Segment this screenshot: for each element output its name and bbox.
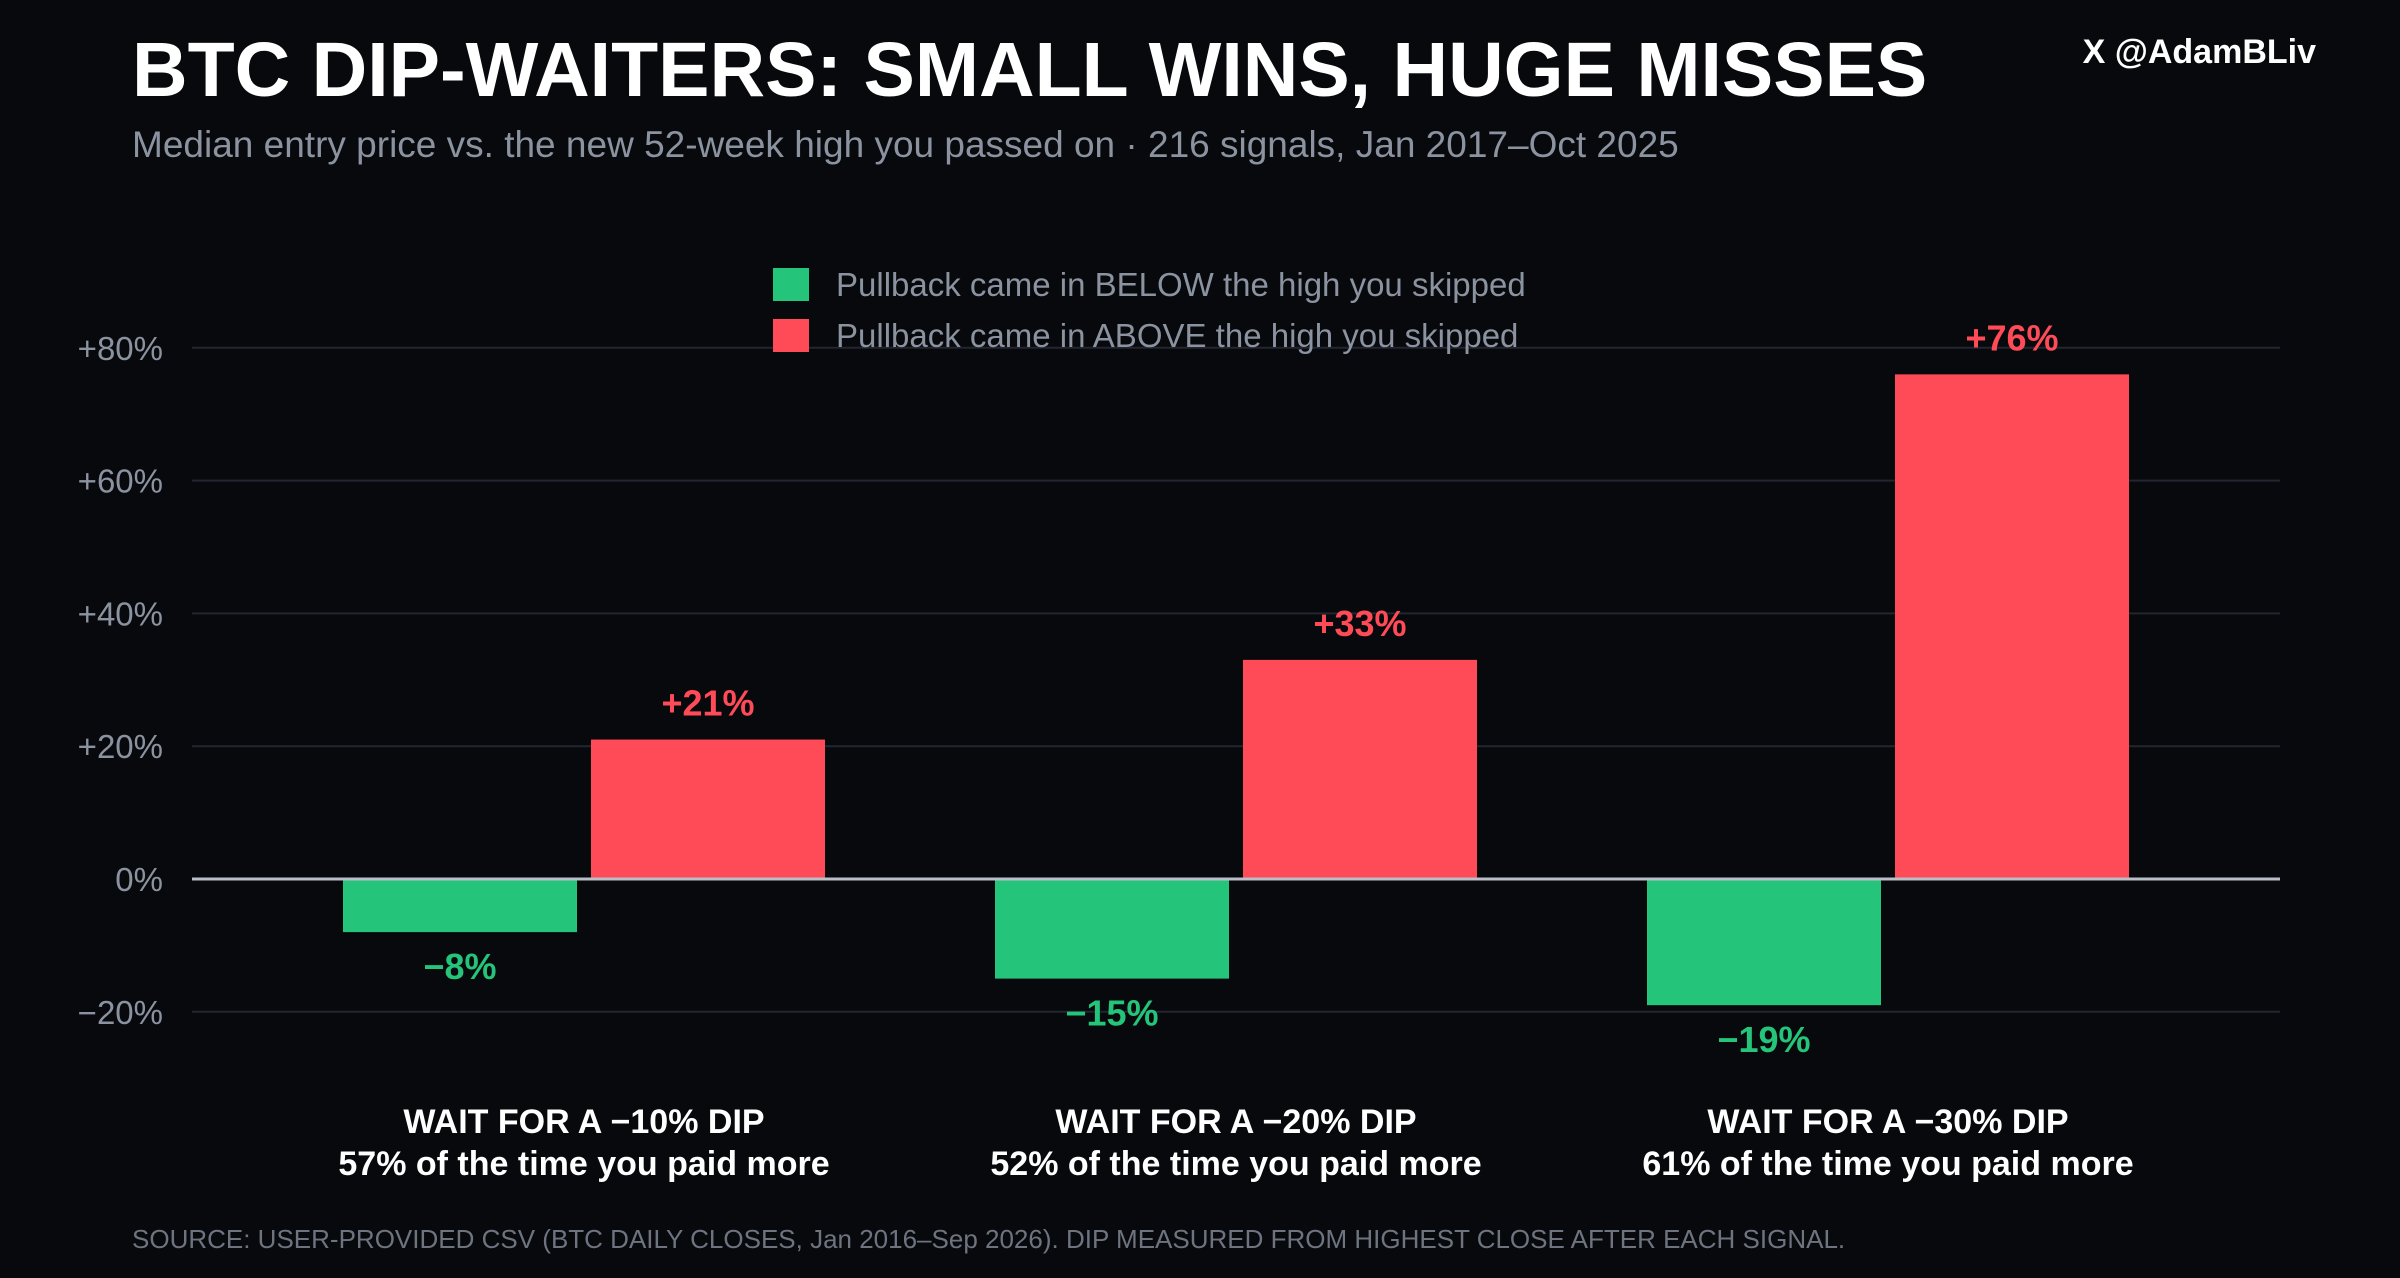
category-note: 57% of the time you paid more <box>338 1145 829 1183</box>
bar-value-labels: −8% −15% −19% +21% +33% +76% <box>423 317 2058 1060</box>
y-tick-label: −20% <box>78 994 163 1031</box>
chart-subtitle: Median entry price vs. the new 52-week h… <box>132 124 1679 165</box>
source-note: SOURCE: USER-PROVIDED CSV (BTC DAILY CLO… <box>132 1224 1846 1254</box>
value-label: +76% <box>1965 317 2058 358</box>
bar-above-2 <box>1243 659 1477 879</box>
legend: Pullback came in BELOW the high you skip… <box>773 266 1526 354</box>
value-label: +21% <box>661 683 754 724</box>
y-tick-label: +80% <box>78 330 163 367</box>
bar-above-3 <box>1895 374 2129 879</box>
y-tick-label: +60% <box>78 463 163 500</box>
category-note: 61% of the time you paid more <box>1642 1145 2133 1183</box>
legend-label: Pullback came in ABOVE the high you skip… <box>836 317 1518 354</box>
value-label: −8% <box>423 946 496 987</box>
bar-above-1 <box>591 739 825 879</box>
chart-title: BTC DIP-WAITERS: SMALL WINS, HUGE MISSES <box>132 27 1928 113</box>
bar-below-1 <box>343 879 577 933</box>
bar-below-2 <box>995 879 1229 979</box>
value-label: +33% <box>1313 603 1406 644</box>
category-label: WAIT FOR A −30% DIP <box>1707 1103 2068 1141</box>
x-axis-categories: WAIT FOR A −10% DIP 57% of the time you p… <box>338 1103 2133 1183</box>
bars <box>343 374 2129 1006</box>
category-label: WAIT FOR A −10% DIP <box>403 1103 764 1141</box>
legend-label: Pullback came in BELOW the high you skip… <box>836 266 1526 303</box>
category-label: WAIT FOR A −20% DIP <box>1055 1103 1416 1141</box>
y-axis-ticks: +80% +60% +40% +20% 0% −20% <box>78 330 163 1031</box>
y-tick-label: +20% <box>78 728 163 765</box>
y-tick-label: +40% <box>78 595 163 632</box>
legend-swatch <box>773 268 809 301</box>
value-label: −19% <box>1717 1019 1810 1060</box>
category-note: 52% of the time you paid more <box>990 1145 1481 1183</box>
bar-below-3 <box>1647 879 1881 1006</box>
value-label: −15% <box>1065 993 1158 1034</box>
legend-swatch <box>773 319 809 352</box>
y-tick-label: 0% <box>115 861 163 898</box>
author-handle: X @AdamBLiv <box>2082 33 2316 71</box>
